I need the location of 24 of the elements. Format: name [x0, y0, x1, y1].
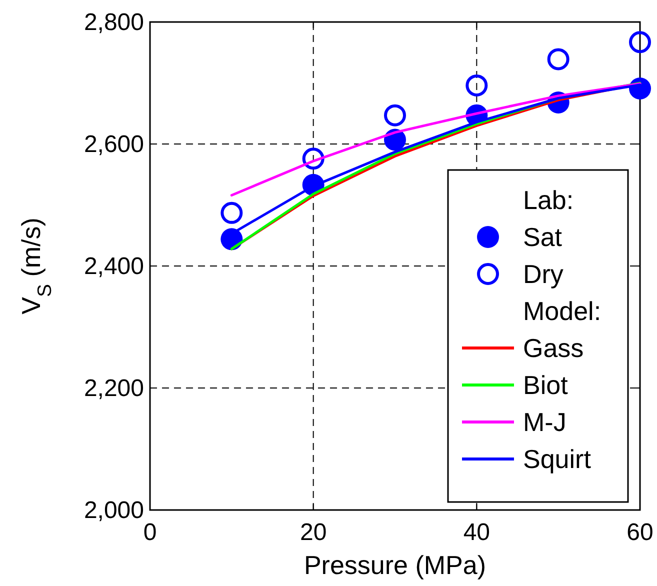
y-tick-label: 2,800 — [84, 9, 144, 36]
point — [547, 48, 570, 70]
x-tick-label: 40 — [463, 519, 490, 546]
y-tick-label: 2,000 — [84, 497, 144, 524]
legend-label: Dry — [523, 259, 564, 289]
point — [629, 31, 651, 54]
x-tick-label: 0 — [143, 519, 157, 546]
point — [220, 202, 243, 224]
legend-label: Squirt — [523, 444, 592, 474]
x-tick-label: 20 — [300, 519, 327, 546]
legend-label: M-J — [523, 407, 566, 437]
annotation: Model: — [523, 296, 602, 326]
point — [384, 104, 406, 126]
legend-label: Gass — [523, 333, 584, 363]
y-tick-label: 2,600 — [84, 131, 144, 158]
x-axis-title: Pressure (MPa) — [304, 550, 486, 580]
point — [302, 148, 324, 170]
legend-label: Biot — [523, 370, 569, 400]
legend-label: Sat — [523, 222, 563, 252]
legend-title: Lab: — [523, 185, 574, 215]
x-tick-label: 60 — [626, 519, 654, 546]
y-tick-label: 2,200 — [84, 375, 144, 402]
y-tick-label: 2,400 — [84, 253, 144, 280]
point — [466, 74, 488, 96]
